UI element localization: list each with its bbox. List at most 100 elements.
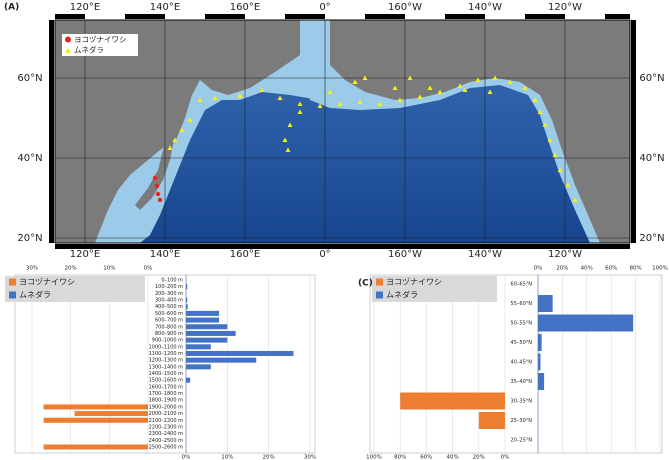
site-marker	[487, 89, 493, 94]
lon-label: 160°W	[388, 249, 422, 260]
panel-label: (A)	[4, 3, 19, 13]
category-label: 50–55°N	[511, 321, 533, 327]
legend-label: ムネダラ	[19, 290, 51, 300]
category-label: 1700–1800 m	[149, 391, 184, 397]
category-label: 45–50°N	[511, 340, 533, 346]
bar	[186, 337, 228, 343]
site-marker	[357, 99, 363, 104]
lon-label: 160°E	[230, 2, 260, 13]
legend	[5, 276, 145, 302]
legend-swatch	[376, 291, 383, 299]
x-tick-label: 30%	[304, 455, 316, 460]
site-marker	[437, 89, 443, 94]
bar	[186, 304, 188, 310]
site-marker	[157, 197, 163, 203]
lat-label: 60°N	[17, 73, 42, 84]
site-marker	[197, 97, 203, 102]
bar	[186, 350, 294, 356]
category-label: 1500–1600 m	[149, 378, 184, 384]
x-tick-label: 20%	[473, 455, 485, 460]
x-tick-label: 80%	[629, 266, 641, 272]
category-label: 30–35°N	[511, 399, 533, 405]
bar	[43, 417, 148, 423]
map-panel: (A) ヨコヅナイワシ ムネダラ	[4, 3, 636, 249]
site-marker	[547, 137, 553, 142]
site-marker	[397, 97, 403, 102]
x-tick-label: 100%	[652, 266, 668, 272]
legend-label: ヨコヅナイワシ	[386, 278, 442, 287]
category-label: 600–700 m	[155, 318, 183, 324]
site-marker	[557, 167, 563, 172]
bar	[186, 377, 191, 383]
bar	[186, 357, 257, 363]
map-legend	[62, 34, 138, 56]
site-marker	[155, 191, 161, 197]
site-marker	[287, 122, 293, 127]
bar	[43, 404, 148, 410]
category-label: 1200–1300 m	[149, 358, 184, 364]
category-label: 400–500 m	[155, 304, 183, 310]
site-marker	[462, 87, 468, 92]
x-tick-label: 0%	[534, 266, 543, 272]
site-marker	[552, 152, 558, 157]
x-tick-label: 60%	[605, 266, 617, 272]
lon-label: 140°W	[468, 2, 502, 13]
site-marker	[317, 103, 323, 108]
legend-label: ムネダラ	[386, 290, 418, 300]
category-label: 1100–1200 m	[149, 351, 184, 357]
legend	[372, 276, 497, 302]
legend-label: ムネダラ	[74, 45, 104, 55]
site-marker	[457, 83, 463, 88]
bar	[538, 353, 541, 371]
lon-label: 140°E	[150, 249, 180, 260]
lon-label: 140°E	[150, 2, 180, 13]
land	[55, 20, 300, 243]
site-marker	[392, 85, 398, 90]
site-marker	[427, 85, 433, 90]
category-label: 0–100 m	[161, 278, 183, 284]
site-marker	[542, 122, 548, 127]
lon-label: 0°	[319, 249, 330, 260]
map-frame	[54, 19, 631, 244]
site-marker	[187, 117, 193, 122]
bar	[538, 295, 553, 312]
legend-swatch	[9, 291, 16, 299]
bar	[186, 324, 228, 330]
map-border-tick	[245, 14, 285, 19]
map-border	[55, 244, 630, 249]
x-tick-label: 20%	[556, 266, 568, 272]
category-label: 40–45°N	[511, 360, 533, 366]
site-marker	[507, 79, 513, 84]
land	[135, 135, 174, 210]
category-label: 2400–2500 m	[149, 438, 184, 444]
site-marker	[167, 145, 173, 150]
lon-label: 120°W	[548, 2, 582, 13]
bar	[186, 284, 188, 290]
category-label: 1900–2000 m	[149, 404, 184, 410]
lon-label: 160°E	[230, 249, 260, 260]
bar	[74, 411, 148, 417]
lat-label: 20°N	[17, 233, 42, 244]
lat-label: 20°N	[639, 233, 664, 244]
legend-marker	[65, 47, 71, 53]
bar	[186, 317, 220, 323]
bar	[186, 364, 211, 370]
x-tick-label: 30%	[26, 266, 38, 272]
category-label: 60–65°N	[511, 282, 533, 288]
category-label: 2300–2400 m	[149, 431, 184, 437]
x-tick-label: 0%	[144, 266, 153, 272]
category-label: 1600–1700 m	[149, 384, 184, 390]
category-label: 800–900 m	[155, 331, 183, 337]
x-tick-label: 100%	[366, 455, 382, 460]
site-marker	[537, 109, 543, 114]
site-marker	[572, 197, 578, 202]
bar	[43, 444, 148, 450]
x-tick-label: 40%	[446, 455, 458, 460]
legend-swatch	[376, 278, 383, 286]
chart-frame	[369, 274, 663, 454]
site-marker	[282, 137, 288, 142]
bar	[186, 310, 220, 316]
site-marker	[417, 94, 423, 99]
site-marker	[237, 93, 243, 98]
